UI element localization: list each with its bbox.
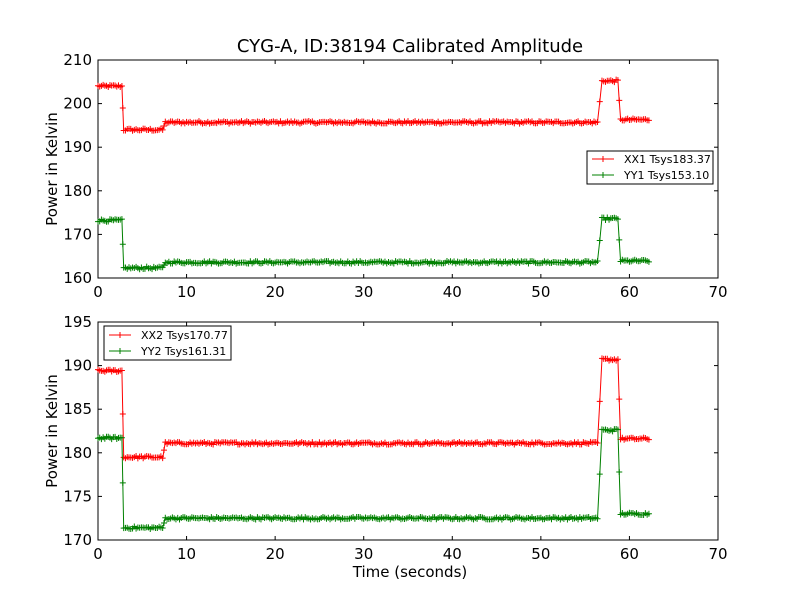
top-subplot: CYG-A, ID:38194 Calibrated Amplitude 0 10… <box>43 36 728 301</box>
data-point <box>160 123 167 130</box>
x-tick-label: 70 <box>708 283 727 301</box>
x-tick-label: 0 <box>93 283 103 301</box>
data-point <box>596 98 603 105</box>
data-point <box>159 126 166 133</box>
data-point <box>616 468 623 475</box>
x-tick-label: 0 <box>93 545 103 563</box>
data-point <box>594 258 601 265</box>
data-point <box>119 241 126 248</box>
bottom-ticks: 0 10 20 30 40 50 60 70 170 175 180 185 190 195 <box>63 313 727 563</box>
x-tick-label: 20 <box>266 283 285 301</box>
data-point <box>614 77 621 84</box>
legend-marker <box>600 172 606 178</box>
y-tick-label: 185 <box>63 400 92 418</box>
data-point <box>118 216 125 223</box>
data-point <box>616 396 623 403</box>
x-tick-label: 10 <box>177 283 196 301</box>
x-tick-label: 10 <box>177 545 196 563</box>
bottom-series <box>95 355 652 533</box>
top-ticks: 0 10 20 30 40 50 60 70 160 170 180 190 200 210 <box>63 51 727 301</box>
chart-title: CYG-A, ID:38194 Calibrated Amplitude <box>237 36 583 57</box>
data-point <box>119 410 126 417</box>
data-point <box>594 515 601 522</box>
top-series <box>95 76 652 273</box>
data-point <box>119 479 126 486</box>
top-legend-box <box>586 150 714 185</box>
data-point <box>596 237 603 244</box>
y-tick-label: 195 <box>63 313 92 331</box>
data-point <box>160 447 167 454</box>
legend-label-yy1: YY1 Tsys153.10 <box>623 169 709 182</box>
data-point <box>596 398 603 405</box>
legend-label-xx1: XX1 Tsys183.37 <box>624 153 711 166</box>
y-tick-label: 170 <box>63 531 92 549</box>
data-point <box>614 216 621 223</box>
data-point <box>118 367 125 374</box>
y-tick-label: 180 <box>63 444 92 462</box>
y-tick-label: 210 <box>63 51 92 69</box>
data-point <box>645 258 652 265</box>
y-tick-label: 200 <box>63 95 92 113</box>
bottom-y-axis-label: Power in Kelvin <box>43 374 61 488</box>
data-point <box>596 471 603 478</box>
data-point <box>616 236 623 243</box>
data-point <box>645 510 652 517</box>
data-point <box>594 118 601 125</box>
y-tick-label: 160 <box>63 269 92 287</box>
x-tick-label: 50 <box>531 545 550 563</box>
data-point <box>118 434 125 441</box>
y-tick-label: 190 <box>63 138 92 156</box>
data-point <box>594 439 601 446</box>
data-point <box>159 455 166 462</box>
legend-marker <box>117 332 123 338</box>
x-tick-label: 20 <box>266 545 285 563</box>
data-point <box>614 356 621 363</box>
y-tick-label: 190 <box>63 357 92 375</box>
data-point <box>645 117 652 124</box>
x-tick-label: 40 <box>443 283 462 301</box>
x-tick-label: 50 <box>531 283 550 301</box>
x-tick-label: 60 <box>620 283 639 301</box>
bottom-legend-box <box>103 325 232 361</box>
data-point <box>616 97 623 104</box>
x-tick-label: 30 <box>354 283 373 301</box>
x-axis-label: Time (seconds) <box>352 563 468 581</box>
x-tick-label: 60 <box>620 545 639 563</box>
series-markers-1-1 <box>95 426 652 533</box>
y-tick-label: 180 <box>63 182 92 200</box>
data-point <box>159 524 166 531</box>
y-tick-label: 170 <box>63 225 92 243</box>
series-markers-0-0 <box>95 76 652 134</box>
data-point <box>160 519 167 526</box>
data-point <box>160 262 167 269</box>
x-tick-label: 30 <box>354 545 373 563</box>
data-point <box>119 104 126 111</box>
legend-marker <box>117 348 123 354</box>
x-tick-label: 40 <box>443 545 462 563</box>
x-tick-label: 70 <box>708 545 727 563</box>
y-tick-label: 175 <box>63 487 92 505</box>
legend-marker <box>600 156 606 162</box>
legend-label-xx2: XX2 Tsys170.77 <box>141 329 228 342</box>
series-markers-0-1 <box>95 214 652 273</box>
bottom-legend: XX2 Tsys170.77 YY2 Tsys161.31 <box>103 325 232 361</box>
series-markers-1-0 <box>95 355 652 462</box>
legend-label-yy2: YY2 Tsys161.31 <box>140 345 226 358</box>
top-legend: XX1 Tsys183.37 YY1 Tsys153.10 <box>586 150 714 185</box>
data-point <box>118 82 125 89</box>
bottom-subplot: 0 10 20 30 40 50 60 70 170 175 180 185 190 195 Power … <box>43 313 728 581</box>
top-y-axis-label: Power in Kelvin <box>43 112 61 226</box>
data-point <box>645 436 652 443</box>
data-point <box>614 426 621 433</box>
